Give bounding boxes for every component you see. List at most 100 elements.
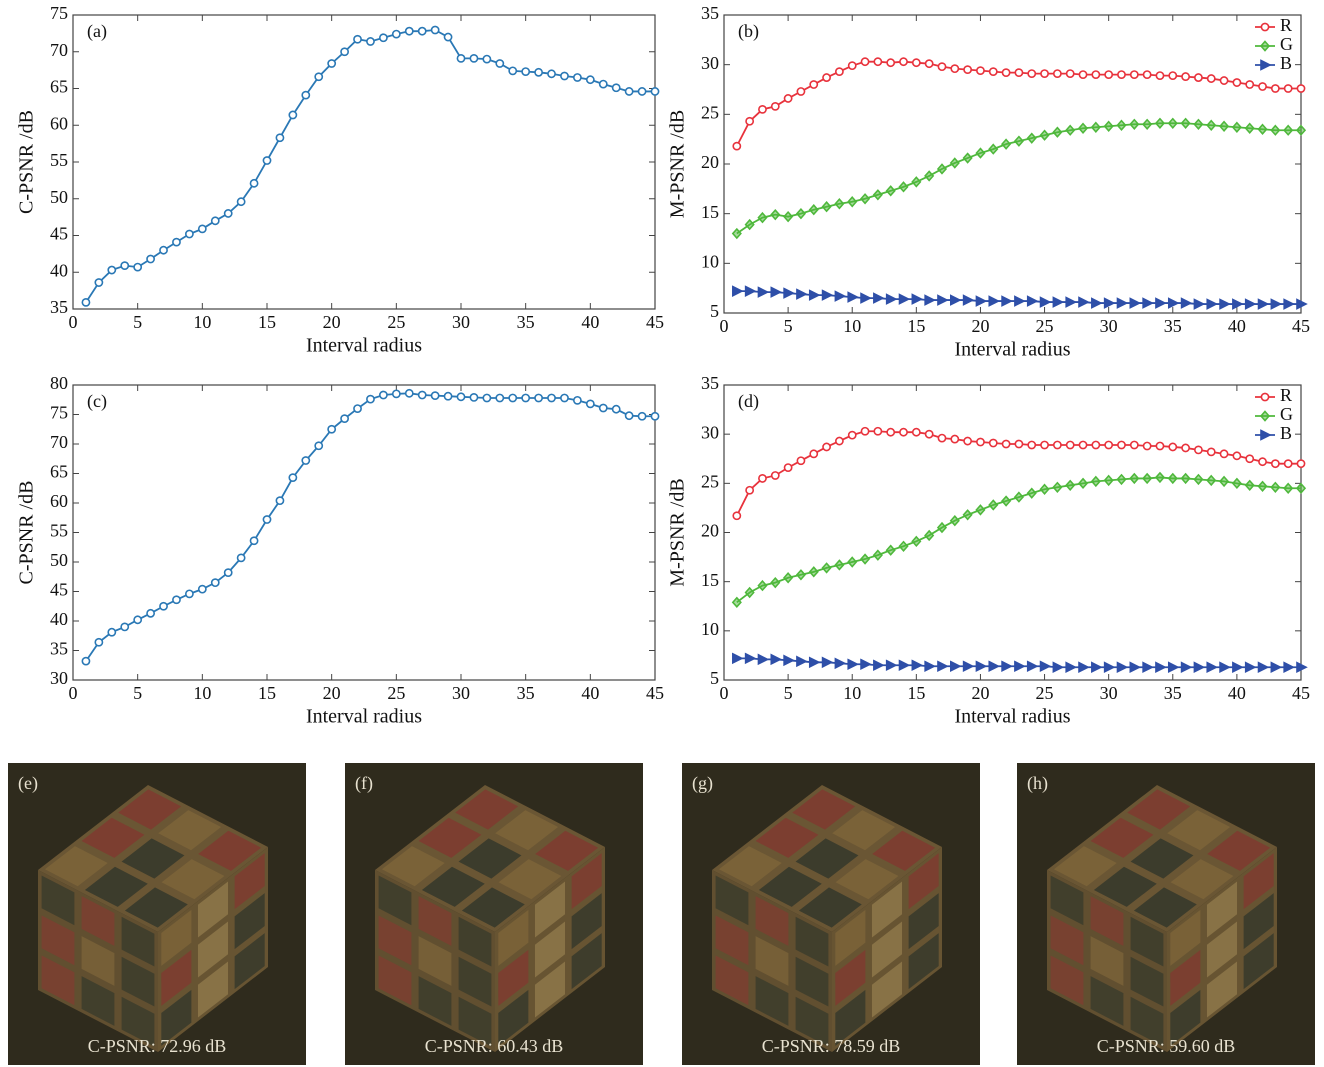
marker	[574, 74, 581, 81]
y-tick-label: 65	[50, 77, 68, 97]
legend-label: B	[1280, 423, 1292, 443]
y-axis-title: M-PSNR /dB	[667, 478, 689, 586]
marker	[1144, 71, 1151, 78]
marker	[263, 516, 270, 523]
marker	[1131, 71, 1138, 78]
marker	[746, 487, 753, 494]
panel-label: (c)	[87, 391, 107, 412]
chart-panel: 5101520253035051015202530354045Interval …	[667, 3, 1310, 360]
x-tick-label: 10	[843, 683, 861, 703]
marker	[810, 81, 817, 88]
marker	[522, 394, 529, 401]
marker	[938, 63, 945, 70]
marker	[1261, 393, 1268, 400]
y-tick-label: 45	[50, 580, 68, 600]
x-tick-label: 35	[517, 312, 535, 332]
marker	[354, 405, 361, 412]
marker	[1285, 460, 1292, 467]
x-tick-label: 40	[1228, 316, 1246, 336]
marker	[1182, 444, 1189, 451]
x-tick-label: 0	[720, 316, 729, 336]
x-tick-label: 35	[1164, 683, 1182, 703]
y-tick-label: 65	[50, 462, 68, 482]
legend-label: B	[1280, 53, 1292, 73]
marker	[121, 262, 128, 269]
marker	[900, 58, 907, 65]
marker	[1261, 23, 1268, 30]
marker	[1144, 442, 1151, 449]
plot-frame	[724, 385, 1301, 680]
marker	[1118, 441, 1125, 448]
marker	[1015, 440, 1022, 447]
marker	[134, 264, 141, 271]
x-tick-label: 0	[69, 683, 78, 703]
marker	[836, 437, 843, 444]
marker	[147, 255, 154, 262]
x-tick-label: 45	[646, 312, 664, 332]
y-tick-label: 55	[50, 521, 68, 541]
y-axis-title: C-PSNR /dB	[16, 481, 38, 585]
marker	[470, 55, 477, 62]
marker	[186, 590, 193, 597]
y-tick-label: 35	[701, 373, 719, 393]
marker	[1297, 460, 1304, 467]
marker	[977, 67, 984, 74]
x-axis-title: Interval radius	[954, 339, 1070, 361]
y-tick-label: 60	[50, 113, 68, 133]
y-axis-title: C-PSNR /dB	[16, 110, 38, 214]
marker	[393, 31, 400, 38]
marker	[626, 412, 633, 419]
marker	[1285, 85, 1292, 92]
plot-frame	[73, 385, 655, 680]
marker	[1272, 460, 1279, 467]
marker	[810, 450, 817, 457]
marker	[1105, 441, 1112, 448]
x-tick-label: 5	[133, 312, 142, 332]
photo-label: (h)	[1027, 773, 1048, 794]
marker	[1259, 458, 1266, 465]
x-tick-label: 20	[971, 316, 989, 336]
marker	[1233, 79, 1240, 86]
marker	[861, 428, 868, 435]
legend-label: G	[1280, 34, 1293, 54]
y-tick-label: 35	[701, 3, 719, 23]
x-tick-label: 25	[1036, 316, 1054, 336]
y-tick-label: 15	[701, 570, 719, 590]
page: 354045505560657075051015202530354045Inte…	[0, 0, 1324, 1067]
x-tick-label: 15	[258, 312, 276, 332]
marker	[587, 76, 594, 83]
marker	[990, 439, 997, 446]
x-tick-label: 30	[1100, 683, 1118, 703]
marker	[444, 393, 451, 400]
marker	[108, 266, 115, 273]
marker	[276, 497, 283, 504]
x-tick-label: 15	[907, 316, 925, 336]
panel-label: (d)	[738, 391, 759, 412]
y-tick-label: 60	[50, 491, 68, 511]
marker	[951, 65, 958, 72]
photo-caption: C-PSNR: 59.60 dB	[1097, 1036, 1236, 1056]
marker	[82, 658, 89, 665]
marker	[733, 143, 740, 150]
y-tick-label: 35	[50, 639, 68, 659]
marker	[651, 88, 658, 95]
marker	[367, 396, 374, 403]
marker	[483, 56, 490, 63]
marker	[964, 66, 971, 73]
marker	[496, 60, 503, 67]
x-tick-label: 45	[646, 683, 664, 703]
marker	[147, 610, 154, 617]
marker	[457, 55, 464, 62]
marker	[470, 394, 477, 401]
plot-frame	[724, 15, 1301, 313]
y-tick-label: 70	[50, 432, 68, 452]
marker	[900, 429, 907, 436]
marker	[990, 68, 997, 75]
x-tick-label: 30	[452, 312, 470, 332]
marker	[393, 390, 400, 397]
marker	[212, 217, 219, 224]
marker	[1067, 70, 1074, 77]
marker	[1156, 72, 1163, 79]
marker	[548, 70, 555, 77]
marker	[315, 73, 322, 80]
